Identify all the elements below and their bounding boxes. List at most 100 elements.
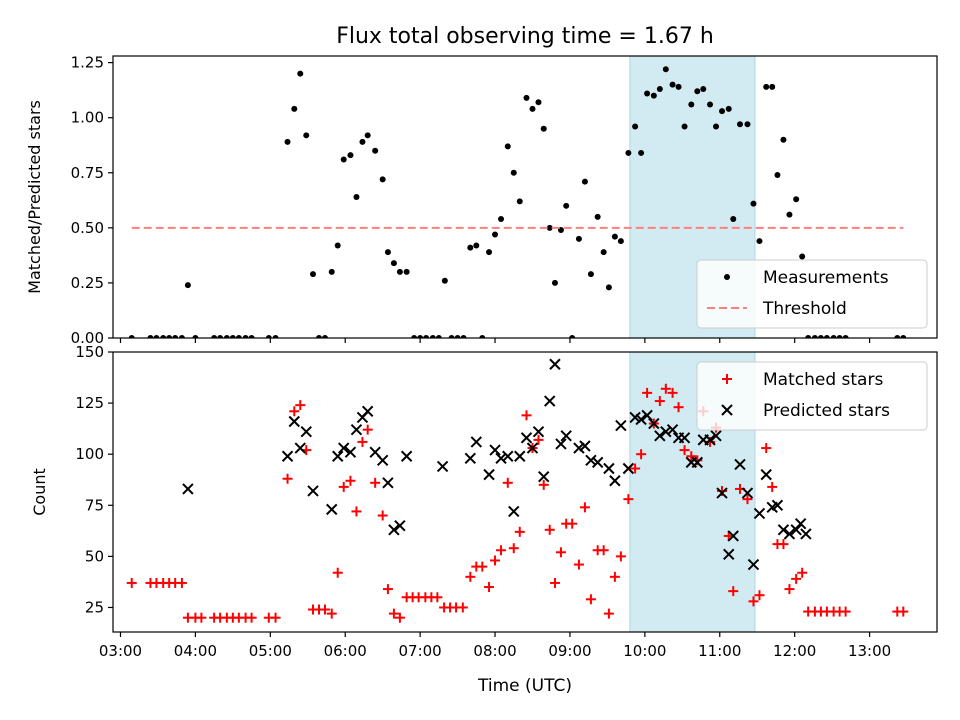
measurement-point [650, 92, 657, 99]
x-tick-label: 07:00 [399, 642, 442, 660]
matched-stars-point [502, 477, 513, 488]
matched-stars-point [514, 526, 525, 537]
measurement-point [756, 238, 763, 245]
predicted-stars-point [666, 423, 679, 436]
predicted-stars-point [723, 548, 735, 561]
x-tick-label: 08:00 [473, 642, 516, 660]
measurement-point [479, 335, 486, 338]
predicted-stars-point [400, 450, 413, 462]
matched-stars-point [332, 567, 343, 578]
measurement-point [793, 196, 800, 203]
predicted-stars-point [704, 434, 716, 446]
y-tick-label: 50 [85, 547, 104, 565]
predicted-stars-point [382, 477, 394, 489]
measurement-point [563, 202, 570, 209]
measurement-point [178, 335, 185, 338]
predicted-stars-point [585, 454, 597, 467]
plot-area [126, 358, 909, 623]
matched-stars-point [544, 524, 555, 535]
x-tick-label: 13:00 [848, 642, 891, 660]
predicted-stars-point [734, 458, 746, 471]
predicted-stars-point [678, 432, 691, 444]
measurement-point [291, 105, 298, 112]
matched-stars-point [538, 479, 549, 490]
matched-stars-point [432, 592, 443, 603]
matched-stars-point [630, 463, 641, 474]
predicted-stars-point [483, 468, 495, 481]
predicted-stars-point [344, 446, 357, 458]
matched-stars-point [382, 584, 393, 595]
matched-stars-point [598, 545, 609, 556]
predicted-stars-point [281, 450, 294, 462]
matched-stars-point [742, 494, 753, 505]
matched-stars-point [555, 547, 566, 558]
legend-predicted-marker [721, 404, 733, 416]
predicted-stars-point [549, 358, 561, 370]
matched-stars-point [679, 445, 690, 456]
predicted-stars-point [615, 419, 627, 432]
measurement-point [435, 335, 442, 338]
matched-stars-point [642, 387, 653, 398]
matched-stars-point [791, 573, 802, 584]
measurement-point [364, 132, 371, 139]
predicted-stars-point [560, 430, 572, 442]
x-tick-label: 11:00 [698, 642, 741, 660]
measurement-point [694, 88, 701, 95]
predicted-stars-point [332, 450, 344, 462]
measurement-point [340, 156, 347, 163]
predicted-stars-point [538, 470, 550, 483]
matched-stars-point [673, 402, 684, 413]
measurement-point [429, 335, 436, 338]
measurement-point [817, 335, 824, 338]
measurement-point [423, 335, 430, 338]
matched-stars-point [667, 387, 678, 398]
matched-stars-point [345, 475, 356, 486]
measurement-point [662, 66, 669, 73]
matched-stars-point [767, 481, 778, 492]
measurement-point [166, 335, 173, 338]
measurement-point [900, 335, 907, 338]
y-tick-label: 0.25 [71, 274, 104, 292]
matched-stars-point [754, 590, 765, 601]
measurement-point [379, 176, 386, 183]
matched-stars-point [326, 608, 337, 619]
matched-stars-point [351, 506, 362, 517]
measurement-point [769, 83, 776, 90]
measurement-point [510, 169, 517, 176]
predicted-stars-point [691, 456, 703, 469]
measurement-point [750, 200, 757, 207]
predicted-stars-point [338, 442, 350, 454]
matched-stars-point [623, 494, 634, 505]
predicted-stars-point [326, 503, 338, 516]
measurement-point [546, 224, 553, 231]
y-tick-label: 25 [85, 598, 104, 616]
measurement-point [725, 105, 732, 112]
measurement-point [160, 335, 167, 338]
predicted-stars-point [727, 530, 739, 542]
predicted-stars-point [532, 426, 545, 438]
measurement-point [384, 249, 391, 256]
measurement-point [347, 152, 354, 159]
x-tick-label: 05:00 [249, 642, 292, 660]
predicted-stars-point [288, 415, 300, 428]
y-axis-label: Matched/Predicted stars [25, 100, 44, 294]
matched-stars-point [196, 612, 207, 623]
measurement-point [600, 249, 607, 256]
measurement-point [235, 335, 242, 338]
measurement-point [192, 335, 199, 338]
matched-stars-point [761, 443, 772, 454]
measurement-point [780, 136, 787, 143]
legend-box [696, 259, 928, 329]
matched-stars-point [748, 596, 759, 607]
axes-frame [112, 351, 938, 633]
measurement-point [535, 99, 542, 106]
matched-stars-point [465, 571, 476, 582]
measurement-point [774, 171, 781, 178]
predicted-stars-point [579, 440, 591, 452]
predicted-stars-point [555, 438, 567, 450]
predicted-stars-point [747, 558, 760, 571]
measurement-point [403, 268, 410, 275]
measurement-point [473, 242, 480, 249]
matched-stars-point [660, 383, 671, 394]
measurement-point [625, 149, 632, 156]
